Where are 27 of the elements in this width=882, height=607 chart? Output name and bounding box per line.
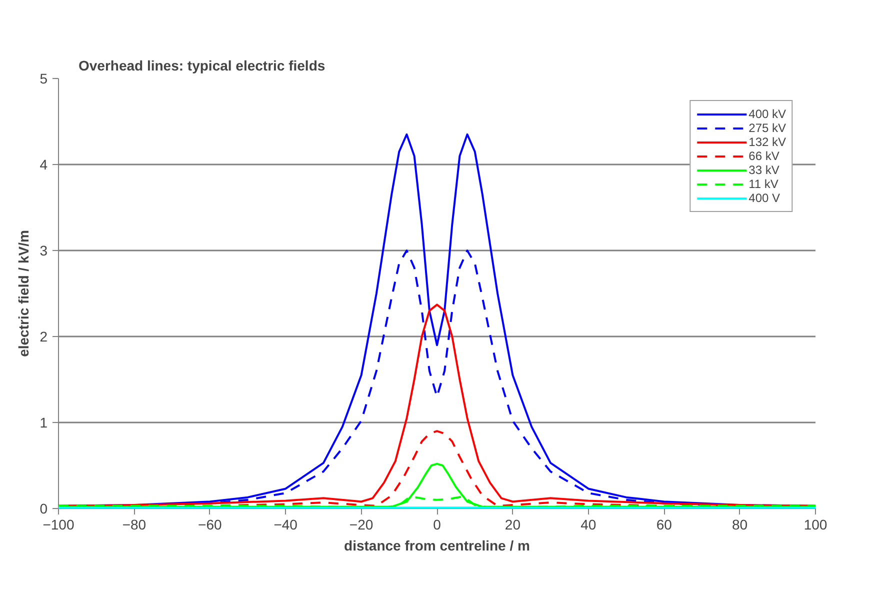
x-tick-label: −80 [122, 516, 146, 532]
legend-label: 66 kV [748, 149, 780, 163]
y-tick-label: 3 [40, 242, 48, 258]
legend-label: 275 kV [748, 121, 786, 135]
y-tick-label: 4 [40, 156, 48, 172]
x-tick-label: −20 [349, 516, 374, 532]
legend-label: 11 kV [748, 177, 778, 191]
y-tick-label: 5 [40, 70, 48, 86]
legend-label: 400 kV [748, 107, 786, 121]
y-tick-label: 2 [40, 328, 48, 344]
y-tick-label: 0 [40, 500, 48, 516]
x-tick-label: 60 [656, 516, 672, 532]
x-axis-title: distance from centreline / m [344, 538, 530, 554]
y-tick-label: 1 [40, 414, 48, 430]
x-tick-label: 100 [804, 516, 828, 532]
x-tick-label: 40 [580, 516, 596, 532]
legend-label: 400 V [748, 191, 780, 205]
x-tick-label: 20 [504, 516, 521, 532]
x-tick-label: 80 [732, 516, 748, 532]
x-tick-label: −40 [274, 516, 298, 532]
legend-label: 132 kV [748, 135, 786, 149]
chart-title: Overhead lines: typical electric fields [78, 58, 326, 74]
x-tick-label: 0 [433, 516, 442, 532]
x-tick-label: −60 [198, 516, 222, 532]
y-axis-title: electric field / kV/m [16, 230, 32, 357]
x-tick-label: −100 [42, 516, 74, 532]
legend-label: 33 kV [748, 163, 780, 177]
